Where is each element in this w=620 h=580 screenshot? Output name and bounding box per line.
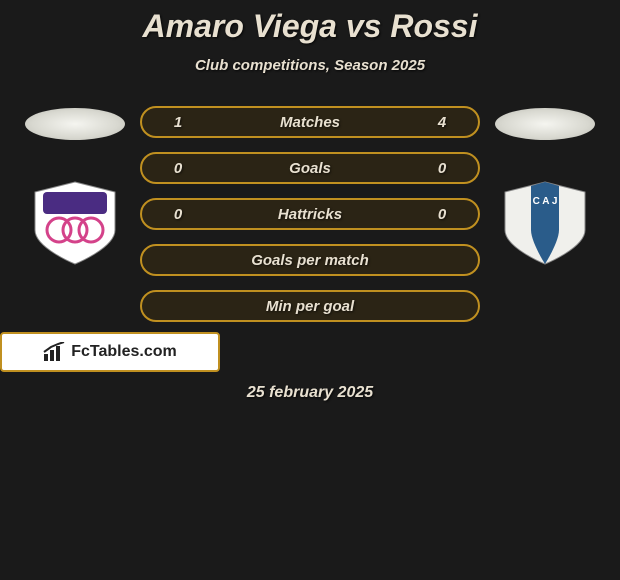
stat-row: Goals per match: [140, 244, 480, 276]
stat-row: Min per goal: [140, 290, 480, 322]
brand-label: FcTables.com: [71, 343, 177, 361]
stat-label: Goals: [198, 160, 422, 177]
stat-row: 0Hattricks0: [140, 198, 480, 230]
player-photo-left: [25, 108, 125, 140]
stat-label: Goals per match: [198, 252, 422, 269]
stat-right-value: 0: [422, 160, 462, 177]
stat-right-value: 4: [422, 114, 462, 131]
svg-text:C A J: C A J: [533, 196, 558, 207]
stat-left-value: 0: [158, 206, 198, 223]
stat-row: 1Matches4: [140, 106, 480, 138]
subtitle: Club competitions, Season 2025: [0, 57, 620, 74]
player-photo-right: [495, 108, 595, 140]
stat-label: Min per goal: [198, 298, 422, 315]
stat-row: 0Goals0: [140, 152, 480, 184]
team-crest-left: [25, 180, 125, 266]
stat-label: Hattricks: [198, 206, 422, 223]
page-title: Amaro Viega vs Rossi: [0, 8, 620, 45]
stat-left-value: 1: [158, 114, 198, 131]
shield-icon: C A J: [499, 180, 591, 266]
stat-left-value: 0: [158, 160, 198, 177]
left-column: [15, 106, 135, 266]
brand-badge[interactable]: FcTables.com: [0, 332, 220, 372]
right-column: C A J: [485, 106, 605, 266]
stats-area: 1Matches40Goals00Hattricks0Goals per mat…: [0, 106, 620, 322]
stat-label: Matches: [198, 114, 422, 131]
bar-chart-icon: [43, 342, 65, 362]
stat-right-value: 0: [422, 206, 462, 223]
date-label: 25 february 2025: [0, 384, 620, 402]
comparison-card: Amaro Viega vs Rossi Club competitions, …: [0, 0, 620, 402]
shield-icon: [29, 180, 121, 266]
team-crest-right: C A J: [495, 180, 595, 266]
stats-column: 1Matches40Goals00Hattricks0Goals per mat…: [135, 106, 485, 322]
